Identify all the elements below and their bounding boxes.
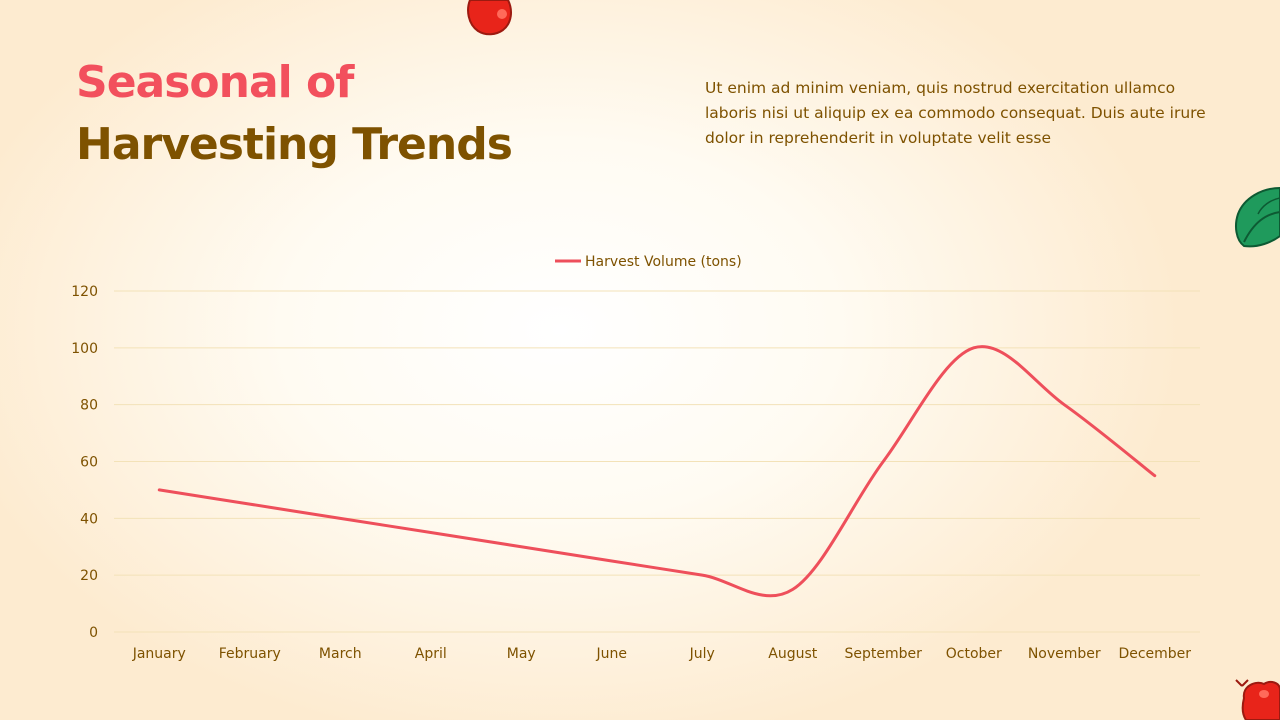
x-tick-label: October — [946, 646, 1002, 662]
y-tick-label: 40 — [80, 511, 98, 527]
apple-icon — [467, 0, 512, 36]
description-text: Ut enim ad minim veniam, quis nostrud ex… — [705, 79, 1206, 147]
x-tick-label: July — [689, 646, 715, 662]
y-tick-label: 120 — [71, 284, 98, 300]
title-line-2: Harvesting Trends — [76, 119, 513, 170]
x-tick-label: August — [768, 646, 818, 662]
x-tick-label: June — [596, 646, 628, 662]
leaf-icon — [1235, 186, 1280, 248]
x-tick-label: May — [507, 646, 536, 662]
y-tick-label: 80 — [80, 398, 98, 414]
x-tick-label: December — [1118, 646, 1191, 662]
y-tick-label: 0 — [89, 625, 98, 641]
title-line-1: Seasonal of — [76, 57, 354, 108]
y-tick-label: 60 — [80, 455, 98, 471]
x-tick-label: January — [132, 646, 186, 662]
y-tick-label: 20 — [80, 568, 98, 584]
apple-icon — [1235, 679, 1280, 720]
x-tick-label: April — [415, 646, 447, 662]
x-tick-label: September — [845, 646, 923, 662]
y-tick-label: 100 — [71, 341, 98, 357]
series-line — [157, 345, 1157, 598]
x-tick-label: November — [1028, 646, 1101, 662]
x-tick-label: March — [319, 646, 362, 662]
legend-label: Harvest Volume (tons) — [585, 254, 742, 270]
x-tick-label: February — [219, 646, 281, 662]
slide-title: Seasonal of Harvesting Trends — [76, 52, 513, 176]
